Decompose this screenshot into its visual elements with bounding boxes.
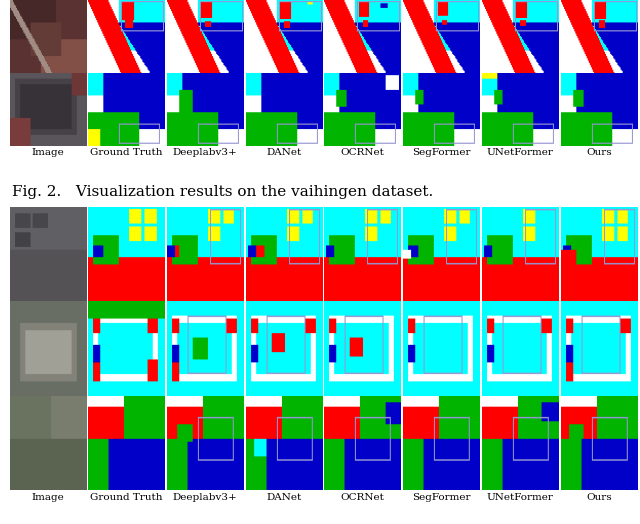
Text: UNetFormer: UNetFormer [486,148,554,157]
Text: Fig. 2.   Visualization results on the vaihingen dataset.: Fig. 2. Visualization results on the vai… [12,185,433,199]
Text: Deeplabv3+: Deeplabv3+ [173,148,237,157]
Text: Image: Image [31,148,64,157]
Text: Ours: Ours [586,493,612,501]
Text: SegFormer: SegFormer [412,493,470,501]
Text: Ground Truth: Ground Truth [90,493,163,501]
Text: Image: Image [31,493,64,501]
Text: DANet: DANet [266,148,301,157]
Text: Deeplabv3+: Deeplabv3+ [173,493,237,501]
Text: OCRNet: OCRNet [340,148,385,157]
Text: SegFormer: SegFormer [412,148,470,157]
Text: OCRNet: OCRNet [340,493,385,501]
Text: Ground Truth: Ground Truth [90,148,163,157]
Text: Ours: Ours [586,148,612,157]
Text: UNetFormer: UNetFormer [486,493,554,501]
Text: DANet: DANet [266,493,301,501]
